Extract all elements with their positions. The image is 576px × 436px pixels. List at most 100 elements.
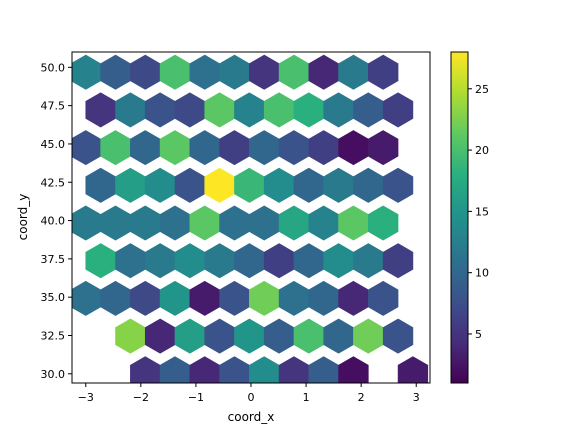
y-tick-label: 37.5	[41, 253, 66, 266]
hex-cell	[174, 167, 206, 203]
hex-cell	[72, 130, 101, 166]
hex-cell	[144, 243, 176, 279]
hex-cell	[159, 130, 191, 166]
hex-cell	[293, 318, 325, 354]
hex-cell	[101, 0, 131, 14]
hex-cell	[338, 130, 369, 166]
colorbar	[450, 51, 469, 384]
hex-cell	[279, 0, 309, 14]
hex-cell	[263, 167, 295, 203]
hex-cell	[219, 356, 250, 383]
hex-cell	[263, 318, 295, 354]
colorbar-tick-label: 10	[475, 267, 489, 280]
hex-cell	[397, 356, 429, 383]
hex-cell	[353, 318, 384, 354]
hex-cell	[219, 130, 250, 166]
hex-cell	[353, 243, 384, 279]
hex-cell	[130, 356, 161, 383]
hex-cell	[189, 130, 220, 166]
hex-cell	[382, 92, 414, 128]
hex-cell	[159, 356, 191, 383]
hex-cell	[159, 54, 191, 90]
hex-cell	[293, 243, 325, 279]
hex-cell	[72, 205, 101, 241]
hex-cell	[249, 54, 280, 90]
hex-cell	[204, 167, 235, 203]
hex-cell	[338, 280, 369, 316]
hex-cell	[189, 205, 220, 241]
y-tick-label: 35.0	[41, 291, 66, 304]
hex-cell	[293, 92, 325, 128]
hex-cell	[219, 54, 250, 90]
hex-cell	[308, 280, 339, 316]
y-tick-label: 40.0	[41, 215, 66, 228]
hex-cell	[382, 167, 414, 203]
hex-cell	[338, 356, 369, 383]
hex-cell	[204, 92, 235, 128]
hex-cell	[174, 92, 206, 128]
hexbin-cells	[71, 0, 429, 383]
hex-cell	[263, 92, 295, 128]
hex-cell	[323, 167, 354, 203]
hex-cell	[323, 318, 354, 354]
hex-cell	[144, 167, 176, 203]
hex-cell	[85, 243, 116, 279]
hex-cell	[159, 280, 191, 316]
hex-cell	[130, 52, 131, 53]
hex-cell	[100, 205, 131, 241]
hex-cell	[382, 243, 414, 279]
hex-cell	[219, 52, 220, 53]
y-tick-label: 32.5	[41, 329, 66, 342]
hex-cell	[279, 52, 280, 53]
x-axis-ticks: −3 −2 −1 0 1 2 3	[78, 383, 420, 404]
x-tick-label: 2	[358, 391, 365, 404]
hex-cell	[353, 92, 384, 128]
hex-cell	[115, 243, 146, 279]
hex-cell	[159, 205, 191, 241]
hex-cell	[85, 92, 116, 128]
hex-cell	[368, 205, 399, 241]
hex-cell	[338, 54, 369, 90]
hex-cell	[204, 318, 235, 354]
hex-cell	[219, 205, 250, 241]
x-tick-label: −2	[133, 391, 149, 404]
hex-cell	[308, 356, 339, 383]
hex-cell	[278, 130, 310, 166]
hex-cell	[190, 0, 220, 14]
hex-cell	[115, 167, 146, 203]
hex-cell	[100, 52, 101, 53]
colorbar-tick-label: 15	[475, 205, 489, 218]
hex-cell	[263, 243, 295, 279]
hex-cell	[278, 205, 310, 241]
hex-cell	[130, 0, 160, 14]
hex-cell	[323, 92, 354, 128]
hex-cell	[323, 243, 354, 279]
hex-cell	[293, 167, 325, 203]
hex-cell	[130, 54, 161, 90]
colorbar-tick-label: 5	[475, 328, 482, 341]
hex-cell	[368, 52, 369, 53]
x-tick-label: 3	[413, 391, 420, 404]
x-tick-label: −3	[78, 391, 94, 404]
hex-cell	[368, 280, 399, 316]
hex-cell	[189, 356, 220, 383]
hex-cell	[160, 52, 161, 53]
y-tick-label: 50.0	[41, 61, 66, 74]
hex-cell	[189, 280, 220, 316]
hex-cell	[249, 52, 250, 53]
hex-cell	[308, 205, 339, 241]
hex-cell	[71, 0, 101, 14]
hex-cell	[174, 318, 206, 354]
hex-cell	[144, 92, 176, 128]
y-tick-label: 42.5	[41, 176, 66, 189]
hex-cell	[308, 54, 339, 90]
hex-cell	[278, 356, 310, 383]
hex-cell	[234, 92, 265, 128]
hex-cell	[115, 318, 146, 354]
hex-cell	[309, 0, 339, 14]
hex-cell	[144, 318, 176, 354]
hex-cell	[249, 205, 280, 241]
x-axis-label: coord_x	[228, 410, 275, 424]
hex-cell	[249, 280, 280, 316]
hex-cell	[220, 0, 250, 14]
